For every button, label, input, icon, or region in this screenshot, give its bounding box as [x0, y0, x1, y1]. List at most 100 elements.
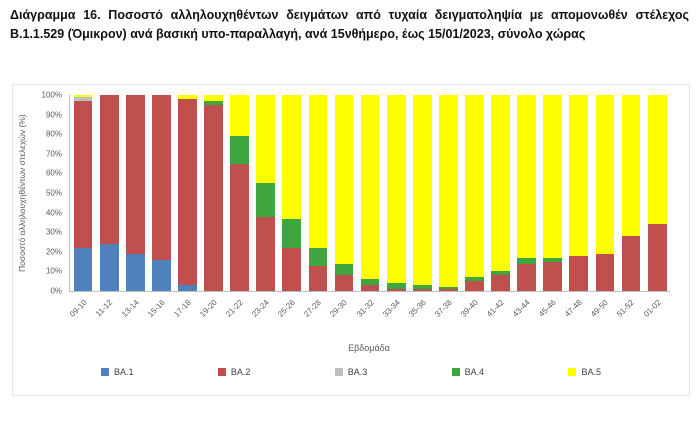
y-tick-label: 60% [45, 168, 62, 178]
legend-label: BA.2 [230, 367, 251, 377]
x-tick-label: 45-46 [537, 298, 558, 319]
bar-column [618, 95, 644, 291]
x-tick-label: 17-18 [171, 298, 193, 319]
bar-segment-ba5 [230, 95, 249, 137]
x-tick-label: 27-28 [302, 298, 324, 319]
bar-segment-ba5 [204, 95, 223, 101]
bar-segment-ba5 [491, 95, 510, 272]
legend-swatch [451, 368, 460, 376]
x-tick-label: 51-52 [615, 298, 637, 319]
bar-column [96, 95, 122, 291]
bar-segment-ba4 [438, 287, 458, 290]
bar-column [279, 95, 305, 291]
bar-segment-ba2 [178, 98, 197, 286]
x-tick-label: 33-34 [380, 298, 402, 319]
legend-item-ba4: BA.4 [451, 367, 484, 377]
bar-segment-ba5 [386, 95, 406, 284]
bar-segment-ba5 [595, 95, 615, 254]
bar-segment-ba4 [360, 279, 380, 286]
bar-segment-ba2 [412, 289, 432, 291]
bar-segment-ba4 [204, 100, 223, 105]
bar-segment-ba1 [99, 243, 119, 291]
legend-swatch [334, 368, 343, 376]
x-tick-label: 49-50 [589, 298, 611, 319]
bar-segment-ba2 [647, 224, 667, 291]
bar-segment-ba5 [569, 95, 589, 256]
bar-segment-ba5 [412, 95, 432, 286]
bar-segment-ba4 [308, 247, 328, 266]
legend-item-ba2: BA.2 [217, 367, 251, 377]
y-tick-label: 0% [50, 286, 62, 296]
x-tick-label: 31-32 [354, 298, 376, 319]
chart-title: Διάγραμμα 16. Ποσοστό αλληλουχηθέντων δε… [10, 8, 689, 42]
bar-column [253, 95, 279, 291]
y-tick-label: 50% [45, 188, 62, 198]
bar-segment-ba5 [621, 95, 641, 237]
bar-segment-ba5 [178, 95, 197, 99]
bar-segment-ba2 [465, 281, 484, 291]
x-axis-title: Εβδομάδα [348, 343, 390, 353]
bar-column [200, 95, 226, 291]
legend-label: BA.1 [114, 367, 134, 377]
x-tick-label: 35-36 [406, 298, 428, 319]
bar-segment-ba5 [438, 95, 458, 288]
bar-segment-ba4 [256, 183, 276, 217]
bar-segment-ba3 [73, 96, 93, 101]
bar-column [461, 95, 487, 291]
bar-segment-ba4 [386, 283, 406, 290]
y-tick-label: 40% [45, 208, 62, 218]
x-tick-label: 21-22 [224, 298, 245, 319]
bar-segment-ba5 [256, 95, 276, 184]
bar-column [566, 95, 592, 291]
legend-label: BA.3 [347, 367, 368, 377]
bar-segment-ba2 [569, 255, 589, 291]
bar-segment-ba2 [517, 263, 537, 291]
bar-segment-ba1 [151, 259, 171, 291]
bar-segment-ba5 [308, 95, 328, 248]
bar-segment-ba4 [230, 136, 249, 164]
bar-segment-ba5 [517, 95, 537, 258]
chart-frame: Ποσοστό αλληλουχηθέντων στελεχών (%) 100… [12, 84, 690, 396]
bar-column [227, 95, 253, 291]
bar-column [174, 95, 200, 291]
legend-swatch [217, 368, 226, 376]
bar-segment-ba1 [73, 247, 93, 291]
bar-segment-ba4 [334, 263, 354, 276]
x-tick-label: 47-48 [563, 298, 585, 319]
legend-label: BA.5 [581, 367, 601, 377]
bar-column [305, 95, 331, 291]
legend-item-ba1: BA.1 [101, 367, 134, 377]
x-tick-label: 43-44 [511, 298, 532, 319]
bar-column [540, 95, 566, 291]
legend: BA.1 BA.2 BA.3 BA.4 BA.5 [101, 367, 601, 377]
bar-segment-ba5 [73, 95, 93, 97]
bar-segment-ba5 [543, 95, 563, 258]
bar-column [122, 95, 148, 291]
y-tick-label: 30% [45, 227, 62, 237]
y-tick-label: 70% [45, 149, 62, 159]
bar-segment-ba2 [204, 104, 223, 291]
legend-row: BA.1 BA.2 BA.3 BA.4 BA.5 [13, 367, 689, 377]
x-tick-label: 11-12 [94, 298, 115, 319]
bar-column [148, 95, 174, 291]
bar-segment-ba4 [282, 218, 302, 248]
bar-segment-ba2 [99, 95, 119, 244]
bar-column [592, 95, 618, 291]
bar-column [409, 95, 435, 291]
bar-segment-ba2 [621, 236, 641, 291]
legend-item-ba3: BA.3 [334, 367, 368, 377]
bar-segment-ba2 [256, 216, 276, 291]
bar-segment-ba4 [543, 257, 563, 262]
x-tick-label: 41-42 [484, 298, 506, 319]
x-tick-label: 37-38 [432, 298, 454, 319]
y-tick-label: 80% [45, 129, 62, 139]
x-tick-label: 09-10 [67, 298, 89, 319]
bar-segment-ba4 [491, 271, 510, 276]
bar-column [435, 95, 461, 291]
bar-column [644, 95, 670, 291]
bar-column [514, 95, 540, 291]
bar-segment-ba2 [151, 95, 171, 260]
bar-segment-ba1 [125, 253, 145, 291]
x-tick-label: 19-20 [198, 298, 219, 319]
y-axis-ticks: 100% 90% 80% 70% 60% 50% 40% 30% 20% 10% 0% [29, 91, 65, 296]
